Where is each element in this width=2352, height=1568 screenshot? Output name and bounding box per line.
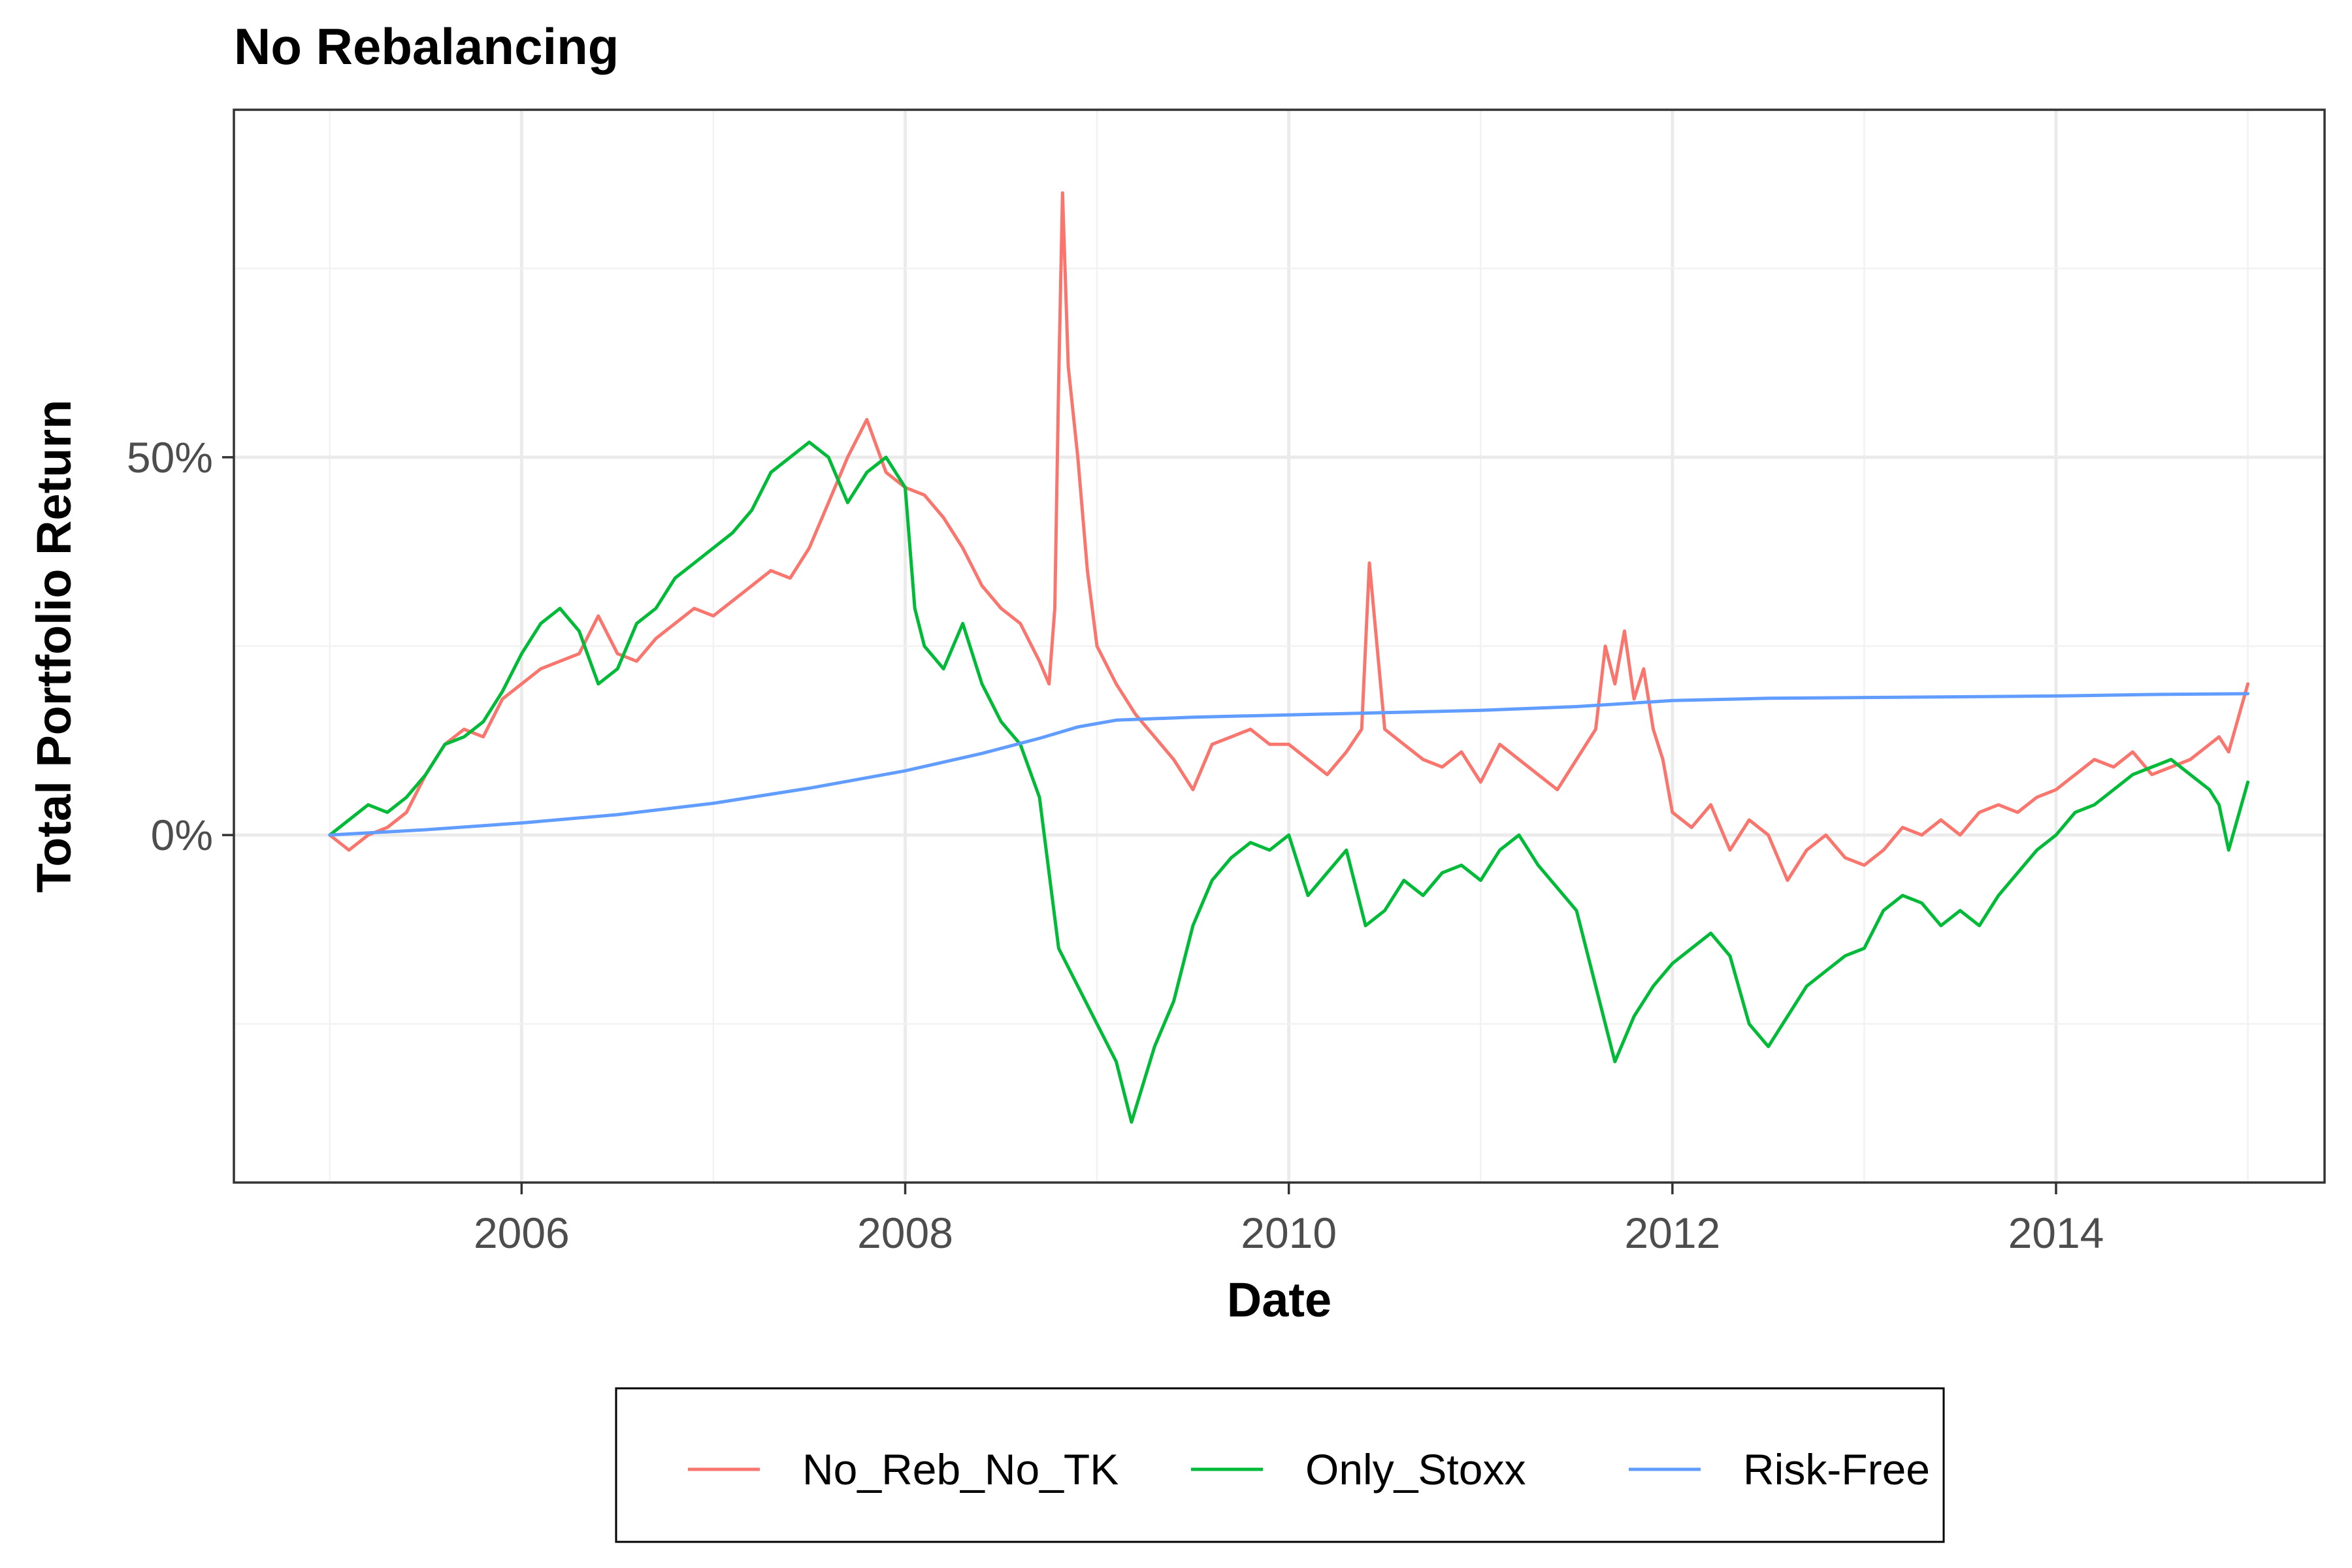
series-line-no-reb-no-tk (328, 191, 2250, 882)
legend-label-only-stoxx: Only_Stoxx (1305, 1445, 1526, 1494)
legend-box (615, 1387, 1945, 1543)
x-tick-label: 2010 (1241, 1209, 1337, 1257)
x-axis-title: Date (1227, 1273, 1331, 1327)
x-tick-label: 2008 (857, 1209, 953, 1257)
y-tick-label: 50% (127, 433, 213, 482)
x-tick-label: 2012 (1624, 1209, 1720, 1257)
legend-label-risk-free: Risk-Free (1743, 1445, 1930, 1494)
grid (234, 110, 2325, 1183)
x-tick-label: 2014 (2008, 1209, 2104, 1257)
series-line-risk-free (328, 692, 2250, 837)
x-tick-label: 2006 (474, 1209, 570, 1257)
series-line-only-stoxx (328, 440, 2250, 1124)
axis-ticks: 2006 2008 2010 2012 2014 0% 50% (127, 433, 2104, 1257)
y-tick-label: 0% (151, 811, 213, 859)
legend: No_Reb_No_TK Only_Stoxx Risk-Free (615, 1387, 1945, 1543)
plot-panel-border (233, 108, 2326, 1184)
y-axis-title: Total Portfolio Return (27, 400, 81, 893)
legend-label-no-reb-no-tk: No_Reb_No_TK (802, 1445, 1119, 1494)
series-lines (328, 191, 2250, 1124)
chart-title: No Rebalancing (234, 18, 619, 75)
